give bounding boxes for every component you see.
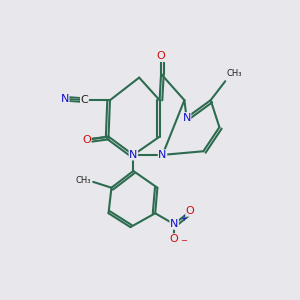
Text: −: − (180, 236, 187, 245)
Text: N: N (170, 219, 178, 229)
Text: CH₃: CH₃ (226, 69, 242, 78)
Text: O: O (157, 51, 165, 62)
Text: CH₃: CH₃ (75, 176, 91, 185)
Text: C: C (81, 95, 88, 105)
Text: N: N (61, 94, 69, 104)
Text: O: O (186, 206, 195, 216)
Text: O: O (170, 234, 178, 244)
Text: +: + (180, 214, 187, 224)
Text: O: O (82, 135, 91, 145)
Text: N: N (182, 113, 191, 123)
Text: N: N (158, 150, 167, 160)
Text: N: N (129, 150, 137, 160)
